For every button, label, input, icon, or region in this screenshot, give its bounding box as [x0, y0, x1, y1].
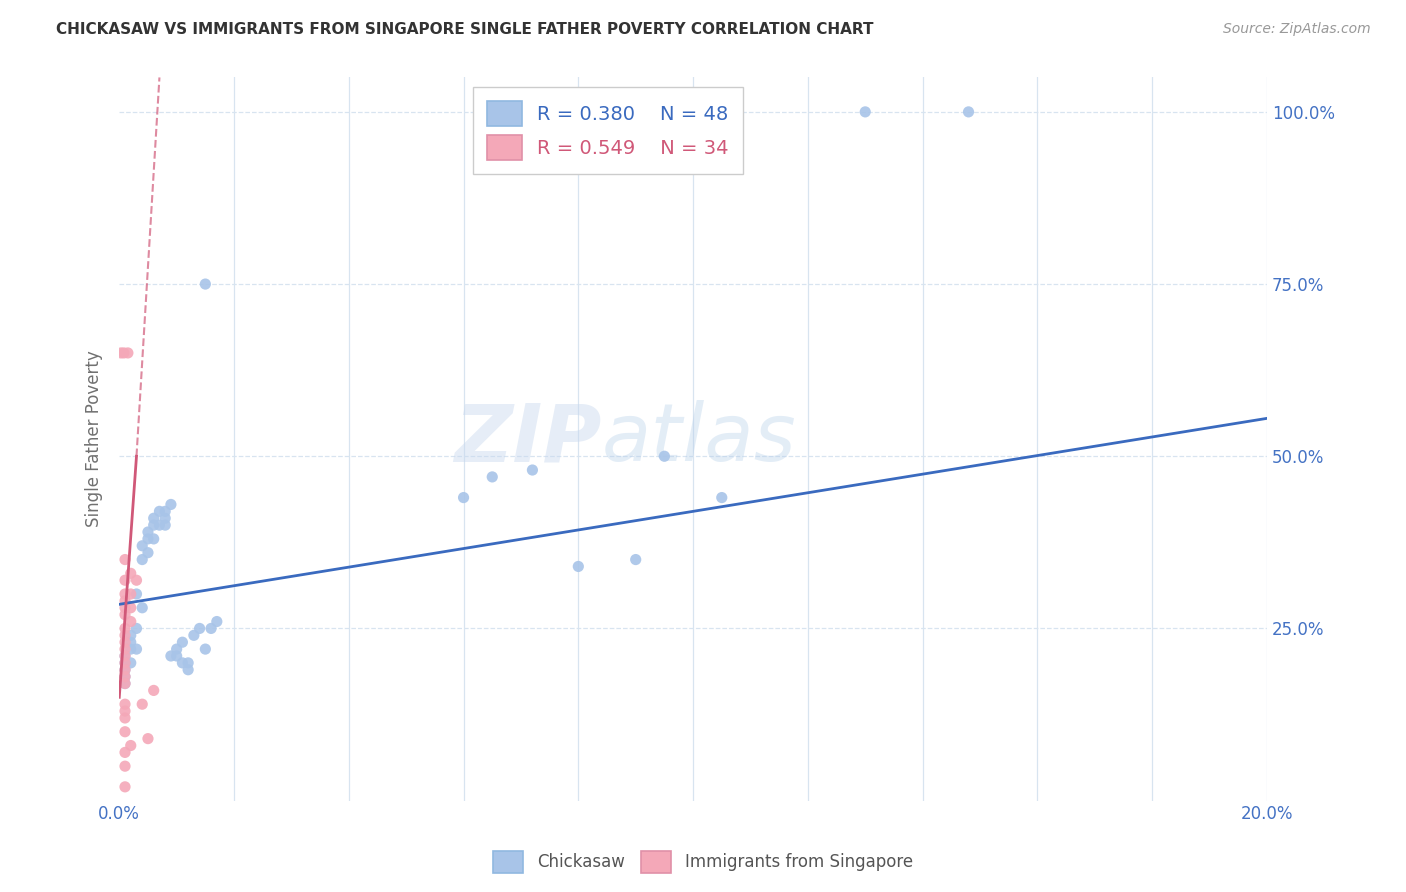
Point: [142, 518, 165, 533]
Point: [131, 697, 153, 711]
Point: [148, 504, 170, 518]
Point: [136, 731, 159, 746]
Point: [114, 724, 136, 739]
Point: [120, 600, 142, 615]
Point: [125, 622, 148, 636]
Point: [114, 746, 136, 760]
Legend: Chickasaw, Immigrants from Singapore: Chickasaw, Immigrants from Singapore: [486, 845, 920, 880]
Text: ZIP: ZIP: [454, 400, 602, 478]
Point: [153, 504, 176, 518]
Point: [153, 511, 176, 525]
Point: [131, 539, 153, 553]
Point: [120, 642, 142, 657]
Point: [114, 759, 136, 773]
Point: [120, 656, 142, 670]
Point: [160, 498, 183, 512]
Point: [125, 587, 148, 601]
Point: [114, 676, 136, 690]
Point: [166, 642, 188, 657]
Point: [172, 656, 194, 670]
Point: [131, 552, 153, 566]
Point: [114, 711, 136, 725]
Point: [172, 635, 194, 649]
Point: [188, 622, 211, 636]
Point: [160, 648, 183, 663]
Point: [114, 648, 136, 663]
Point: [453, 491, 475, 505]
Point: [853, 104, 876, 119]
Point: [957, 104, 980, 119]
Point: [114, 697, 136, 711]
Text: CHICKASAW VS IMMIGRANTS FROM SINGAPORE SINGLE FATHER POVERTY CORRELATION CHART: CHICKASAW VS IMMIGRANTS FROM SINGAPORE S…: [56, 22, 873, 37]
Point: [114, 676, 136, 690]
Point: [120, 566, 142, 581]
Point: [120, 628, 142, 642]
Point: [114, 552, 136, 566]
Point: [131, 600, 153, 615]
Point: [205, 615, 228, 629]
Point: [114, 600, 136, 615]
Point: [125, 642, 148, 657]
Point: [120, 635, 142, 649]
Y-axis label: Single Father Poverty: Single Father Poverty: [86, 351, 103, 527]
Point: [136, 524, 159, 539]
Point: [114, 573, 136, 587]
Point: [148, 518, 170, 533]
Point: [177, 656, 200, 670]
Point: [183, 628, 205, 642]
Point: [120, 739, 142, 753]
Point: [110, 346, 132, 360]
Point: [153, 518, 176, 533]
Point: [114, 704, 136, 718]
Point: [125, 573, 148, 587]
Point: [114, 670, 136, 684]
Point: [654, 449, 676, 463]
Point: [114, 656, 136, 670]
Point: [114, 587, 136, 601]
Point: [710, 491, 733, 505]
Point: [114, 642, 136, 657]
Point: [117, 346, 139, 360]
Point: [114, 656, 136, 670]
Point: [166, 648, 188, 663]
Point: [114, 670, 136, 684]
Point: [194, 642, 217, 657]
Point: [142, 532, 165, 546]
Point: [114, 628, 136, 642]
Point: [200, 622, 222, 636]
Point: [112, 346, 135, 360]
Point: [120, 615, 142, 629]
Point: [114, 635, 136, 649]
Text: atlas: atlas: [602, 400, 796, 478]
Point: [114, 648, 136, 663]
Point: [114, 663, 136, 677]
Point: [114, 594, 136, 608]
Point: [142, 511, 165, 525]
Point: [522, 463, 544, 477]
Point: [136, 532, 159, 546]
Point: [194, 277, 217, 291]
Point: [142, 683, 165, 698]
Point: [114, 663, 136, 677]
Point: [114, 622, 136, 636]
Text: Source: ZipAtlas.com: Source: ZipAtlas.com: [1223, 22, 1371, 37]
Point: [114, 607, 136, 622]
Point: [481, 470, 503, 484]
Point: [114, 780, 136, 794]
Point: [136, 546, 159, 560]
Point: [177, 663, 200, 677]
Point: [567, 559, 589, 574]
Point: [624, 552, 647, 566]
Legend: R = 0.380    N = 48, R = 0.549    N = 34: R = 0.380 N = 48, R = 0.549 N = 34: [474, 87, 742, 174]
Point: [120, 587, 142, 601]
